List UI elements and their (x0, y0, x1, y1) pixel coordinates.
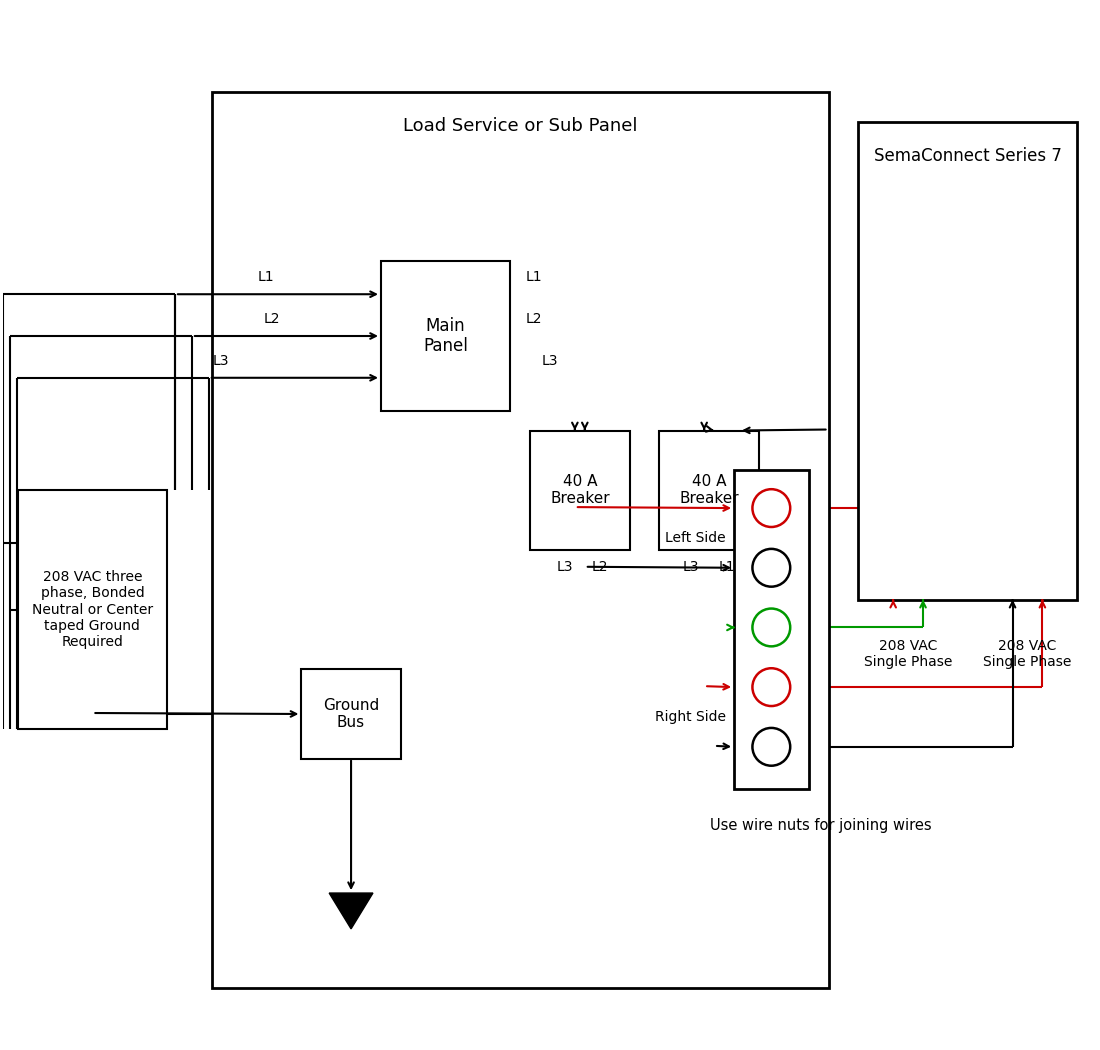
Text: Ground
Bus: Ground Bus (323, 698, 379, 730)
Text: SemaConnect Series 7: SemaConnect Series 7 (873, 147, 1062, 165)
Bar (301, 669, 400, 759)
Text: L3: L3 (683, 560, 700, 573)
Bar (659, 430, 759, 550)
Text: 208 VAC three
phase, Bonded
Neutral or Center
taped Ground
Required: 208 VAC three phase, Bonded Neutral or C… (32, 570, 153, 649)
Circle shape (752, 549, 790, 587)
Text: L3: L3 (212, 354, 229, 368)
Text: L3: L3 (557, 560, 573, 573)
Text: Main
Panel: Main Panel (424, 317, 468, 355)
Text: Use wire nuts for joining wires: Use wire nuts for joining wires (711, 818, 932, 834)
Polygon shape (329, 894, 373, 929)
Circle shape (752, 609, 790, 647)
Text: 208 VAC
Single Phase: 208 VAC Single Phase (864, 639, 953, 670)
Text: L1: L1 (257, 270, 274, 285)
Bar (858, 122, 1077, 600)
Text: Load Service or Sub Panel: Load Service or Sub Panel (403, 118, 637, 135)
Text: L1: L1 (718, 560, 736, 573)
Text: 40 A
Breaker: 40 A Breaker (550, 474, 609, 506)
Text: 208 VAC
Single Phase: 208 VAC Single Phase (983, 639, 1071, 670)
Text: Right Side: Right Side (656, 710, 726, 724)
Text: 40 A
Breaker: 40 A Breaker (680, 474, 739, 506)
Text: L2: L2 (525, 312, 541, 327)
Text: L2: L2 (263, 312, 279, 327)
Bar (734, 470, 808, 789)
Text: L2: L2 (592, 560, 608, 573)
Bar (212, 92, 828, 988)
Text: L1: L1 (525, 270, 542, 285)
Circle shape (752, 489, 790, 527)
Text: L3: L3 (542, 354, 559, 368)
Text: Left Side: Left Side (666, 531, 726, 545)
Circle shape (752, 728, 790, 765)
Bar (18, 490, 167, 729)
Bar (530, 430, 629, 550)
Bar (381, 261, 510, 411)
Circle shape (752, 668, 790, 706)
